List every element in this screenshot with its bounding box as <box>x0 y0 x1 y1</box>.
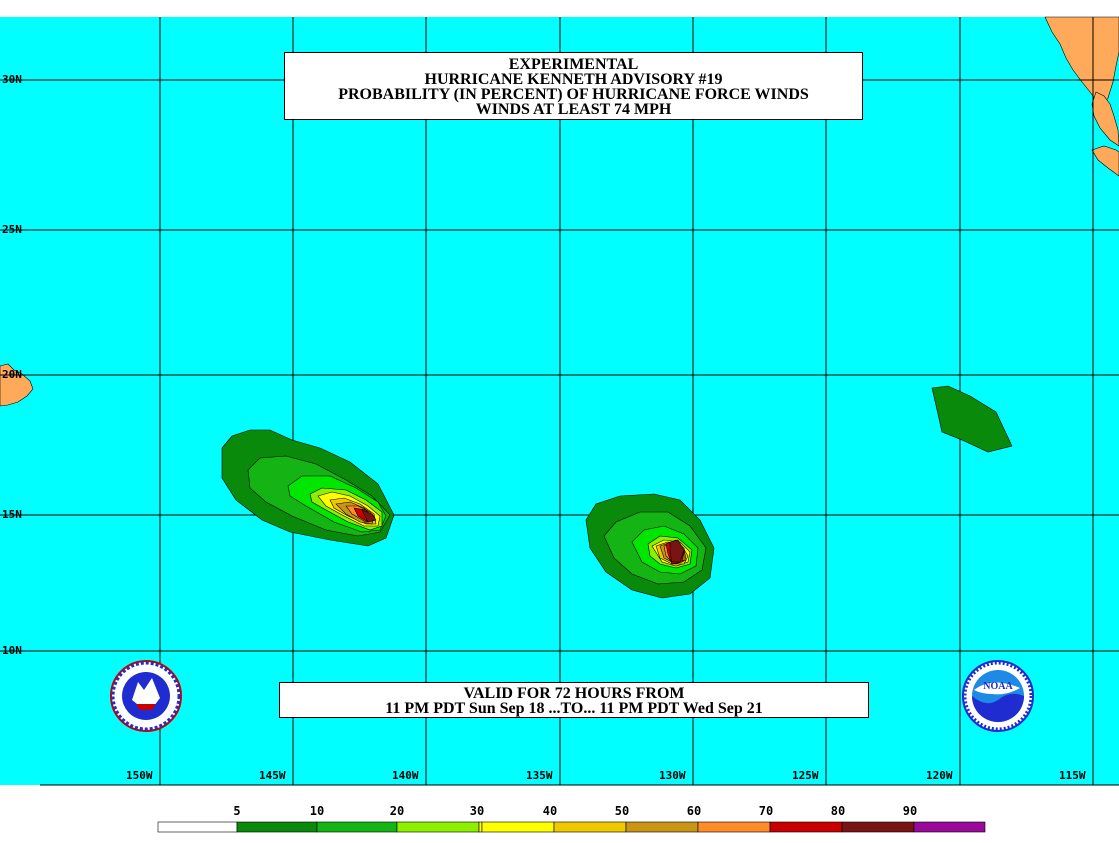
legend-swatch <box>396 821 480 833</box>
lon-label-150w: 150W <box>126 769 153 782</box>
lat-label-10n: 10N <box>2 644 22 657</box>
title-line-1: EXPERIMENTAL <box>508 56 639 73</box>
probability-area-central <box>585 493 715 599</box>
legend-swatch <box>481 821 555 833</box>
lat-label-25n: 25N <box>2 223 22 236</box>
legend-swatch <box>841 821 915 833</box>
lon-label-145w: 145W <box>259 769 286 782</box>
legend-swatch <box>478 821 483 833</box>
lat-label-20n: 20N <box>2 368 22 381</box>
legend-tick: 40 <box>542 804 558 818</box>
title-line-4: WINDS AT LEAST 74 MPH <box>475 101 672 118</box>
nws-logo <box>110 660 182 732</box>
lon-label-125w: 125W <box>792 769 819 782</box>
legend-tick: 80 <box>830 804 846 818</box>
lon-label-115w: 115W <box>1059 769 1086 782</box>
legend-swatch <box>697 821 771 833</box>
land-mexico-south <box>1091 145 1119 177</box>
legend-swatch <box>769 821 843 833</box>
legend-swatch <box>553 821 627 833</box>
lon-label-135w: 135W <box>526 769 553 782</box>
lon-label-120w: 120W <box>926 769 953 782</box>
legend-swatch <box>625 821 699 833</box>
title-line-2: HURRICANE KENNETH ADVISORY #19 <box>424 71 723 88</box>
probability-area-west <box>221 429 395 547</box>
legend-tick: 20 <box>389 804 405 818</box>
legend-tick: 70 <box>758 804 774 818</box>
noaa-logo: NOAA <box>962 660 1034 732</box>
legend-swatch <box>236 821 318 833</box>
legend-swatch <box>316 821 398 833</box>
legend-tick: 30 <box>469 804 485 818</box>
legend-swatch <box>157 821 238 833</box>
probability-area-east <box>931 385 1013 453</box>
legend-tick: 90 <box>902 804 918 818</box>
title-line-3: PROBABILITY (IN PERCENT) OF HURRICANE FO… <box>338 86 809 103</box>
valid-line-1: VALID FOR 72 HOURS FROM <box>463 685 685 702</box>
legend-tick: 60 <box>686 804 702 818</box>
lat-label-30n: 30N <box>2 73 22 86</box>
lon-label-130w: 130W <box>659 769 686 782</box>
noaa-logo-text: NOAA <box>983 681 1013 692</box>
valid-line-2: 11 PM PDT Sun Sep 18 ...TO... 11 PM PDT … <box>385 700 763 717</box>
lat-label-15n: 15N <box>2 508 22 521</box>
legend-tick: 50 <box>614 804 630 818</box>
legend-color-bar <box>157 821 986 833</box>
legend-tick: 10 <box>309 804 325 818</box>
legend-tick: 5 <box>233 804 241 818</box>
valid-period-box: VALID FOR 72 HOURS FROM 11 PM PDT Sun Se… <box>279 682 869 718</box>
lon-label-140w: 140W <box>392 769 419 782</box>
legend-swatch <box>913 821 986 833</box>
title-box: EXPERIMENTAL HURRICANE KENNETH ADVISORY … <box>284 52 863 120</box>
